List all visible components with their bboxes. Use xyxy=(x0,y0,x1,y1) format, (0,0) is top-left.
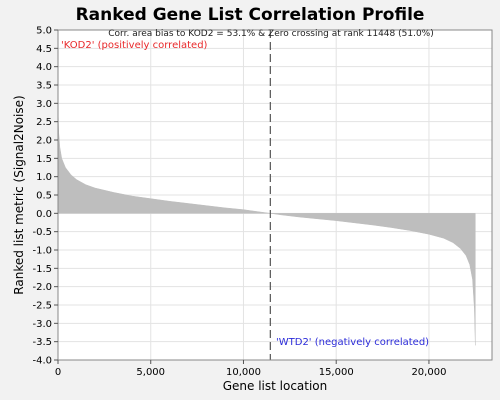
y-tick-label: 2.5 xyxy=(36,117,52,128)
y-axis-label: Ranked list metric (Signal2Noise) xyxy=(12,95,26,294)
annotation-header: Corr. area bias to KOD2 = 53.1% & Zero c… xyxy=(108,29,433,39)
y-tick-label: 0.0 xyxy=(36,209,52,220)
y-tick-label: 0.5 xyxy=(36,191,52,202)
y-axis-ticks: 5.0 4.5 4.0 3.5 3.0 2.5 2.0 1.5 1.0 0.5 0.0 -0.5 -1.… xyxy=(32,26,58,367)
y-tick-label: 1.0 xyxy=(36,172,52,183)
y-tick-label: -4.0 xyxy=(32,356,52,367)
x-tick-label: 15,000 xyxy=(319,367,354,378)
negative-label: 'WTD2' (negatively correlated) xyxy=(276,337,429,348)
y-tick-label: -3.5 xyxy=(32,337,52,348)
y-tick-label: 1.5 xyxy=(36,154,52,165)
y-tick-label: 3.0 xyxy=(36,99,52,110)
area-fill xyxy=(57,99,476,346)
y-tick-label: 3.5 xyxy=(36,81,52,92)
y-tick-label: 2.0 xyxy=(36,136,52,147)
y-tick-label: 4.5 xyxy=(36,44,52,55)
chart-title: Ranked Gene List Correlation Profile xyxy=(76,5,425,25)
y-tick-label: -1.0 xyxy=(32,246,52,257)
y-tick-label: -2.0 xyxy=(32,282,52,293)
x-tick-label: 20,000 xyxy=(411,367,446,378)
y-tick-label: -2.5 xyxy=(32,301,52,312)
x-axis-label: Gene list location xyxy=(223,379,328,393)
y-tick-label: 4.0 xyxy=(36,62,52,73)
positive-label: 'KOD2' (positively correlated) xyxy=(61,40,208,51)
y-tick-label: -0.5 xyxy=(32,227,52,238)
x-tick-label: 5,000 xyxy=(136,367,165,378)
y-tick-label: 5.0 xyxy=(36,26,52,37)
x-tick-label: 0 xyxy=(55,367,61,378)
x-tick-label: 10,000 xyxy=(226,367,261,378)
y-tick-label: -3.0 xyxy=(32,319,52,330)
x-axis-ticks: 0 5,000 10,000 15,000 20,000 xyxy=(55,360,446,378)
y-tick-label: -1.5 xyxy=(32,264,52,275)
